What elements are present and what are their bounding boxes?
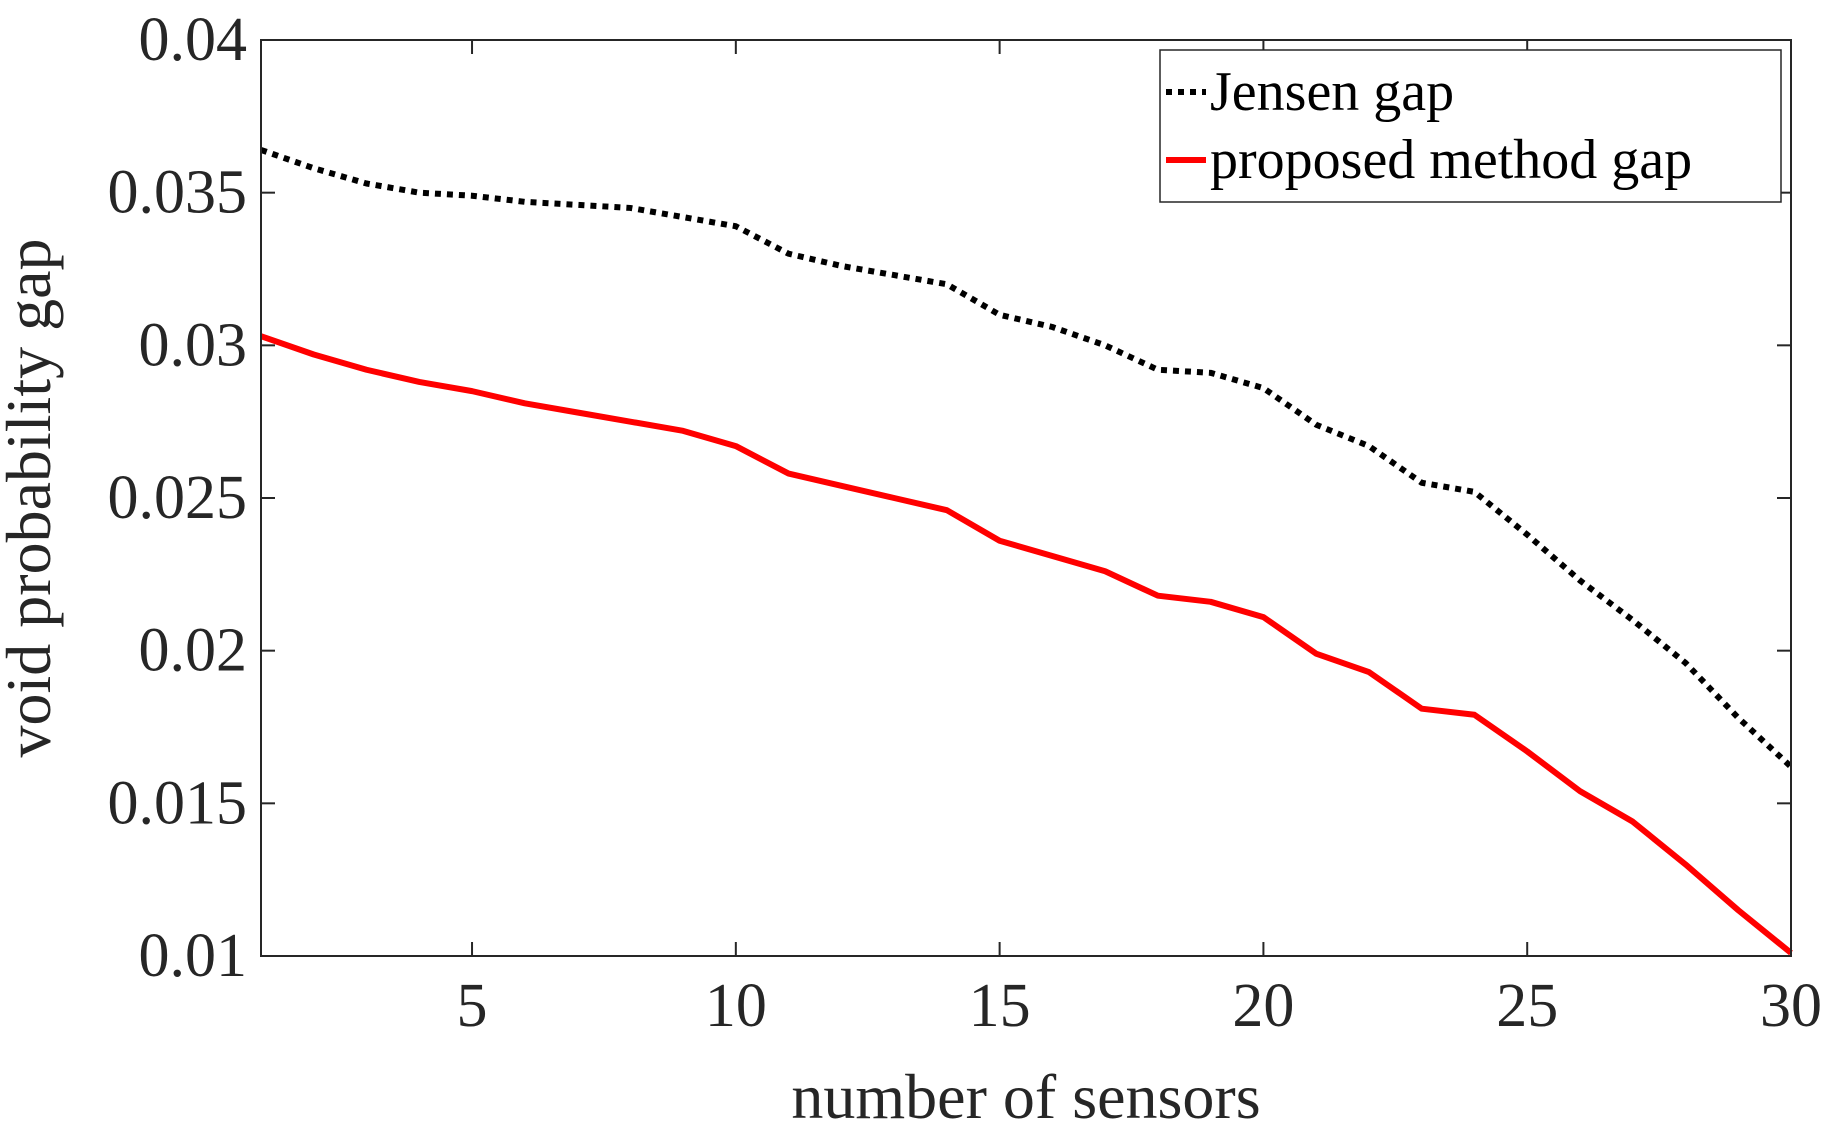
x-tick-label: 5: [457, 972, 488, 1040]
x-tick-label: 30: [1760, 972, 1822, 1040]
x-tick-label: 15: [969, 972, 1031, 1040]
legend-label-jensen-gap: Jensen gap: [1210, 61, 1454, 123]
x-tick-label: 20: [1232, 972, 1294, 1040]
x-axis: 5 10 15 20 25 30: [457, 40, 1822, 1040]
series-layer: [260, 147, 1794, 956]
legend: Jensen gap proposed method gap: [1159, 49, 1782, 203]
legend-box: [1159, 49, 1782, 203]
y-axis: 0.01 0.015 0.02 0.025 0.03 0.035 0.04: [108, 6, 1791, 990]
series-line-0: [260, 147, 1794, 769]
series-line-1: [260, 333, 1793, 956]
legend-label-proposed-method-gap: proposed method gap: [1210, 129, 1692, 191]
x-axis-label: number of sensors: [791, 1061, 1260, 1131]
y-tick-label: 0.015: [108, 769, 248, 837]
y-tick-label: 0.02: [139, 617, 248, 685]
y-tick-label: 0.01: [139, 922, 248, 990]
x-tick-label: 10: [705, 972, 767, 1040]
y-tick-label: 0.03: [139, 311, 248, 379]
y-tick-label: 0.04: [139, 6, 248, 74]
y-tick-label: 0.025: [108, 464, 248, 532]
y-tick-label: 0.035: [108, 159, 248, 227]
x-tick-label: 25: [1496, 972, 1558, 1040]
y-axis-label: void probability gap: [0, 238, 64, 757]
